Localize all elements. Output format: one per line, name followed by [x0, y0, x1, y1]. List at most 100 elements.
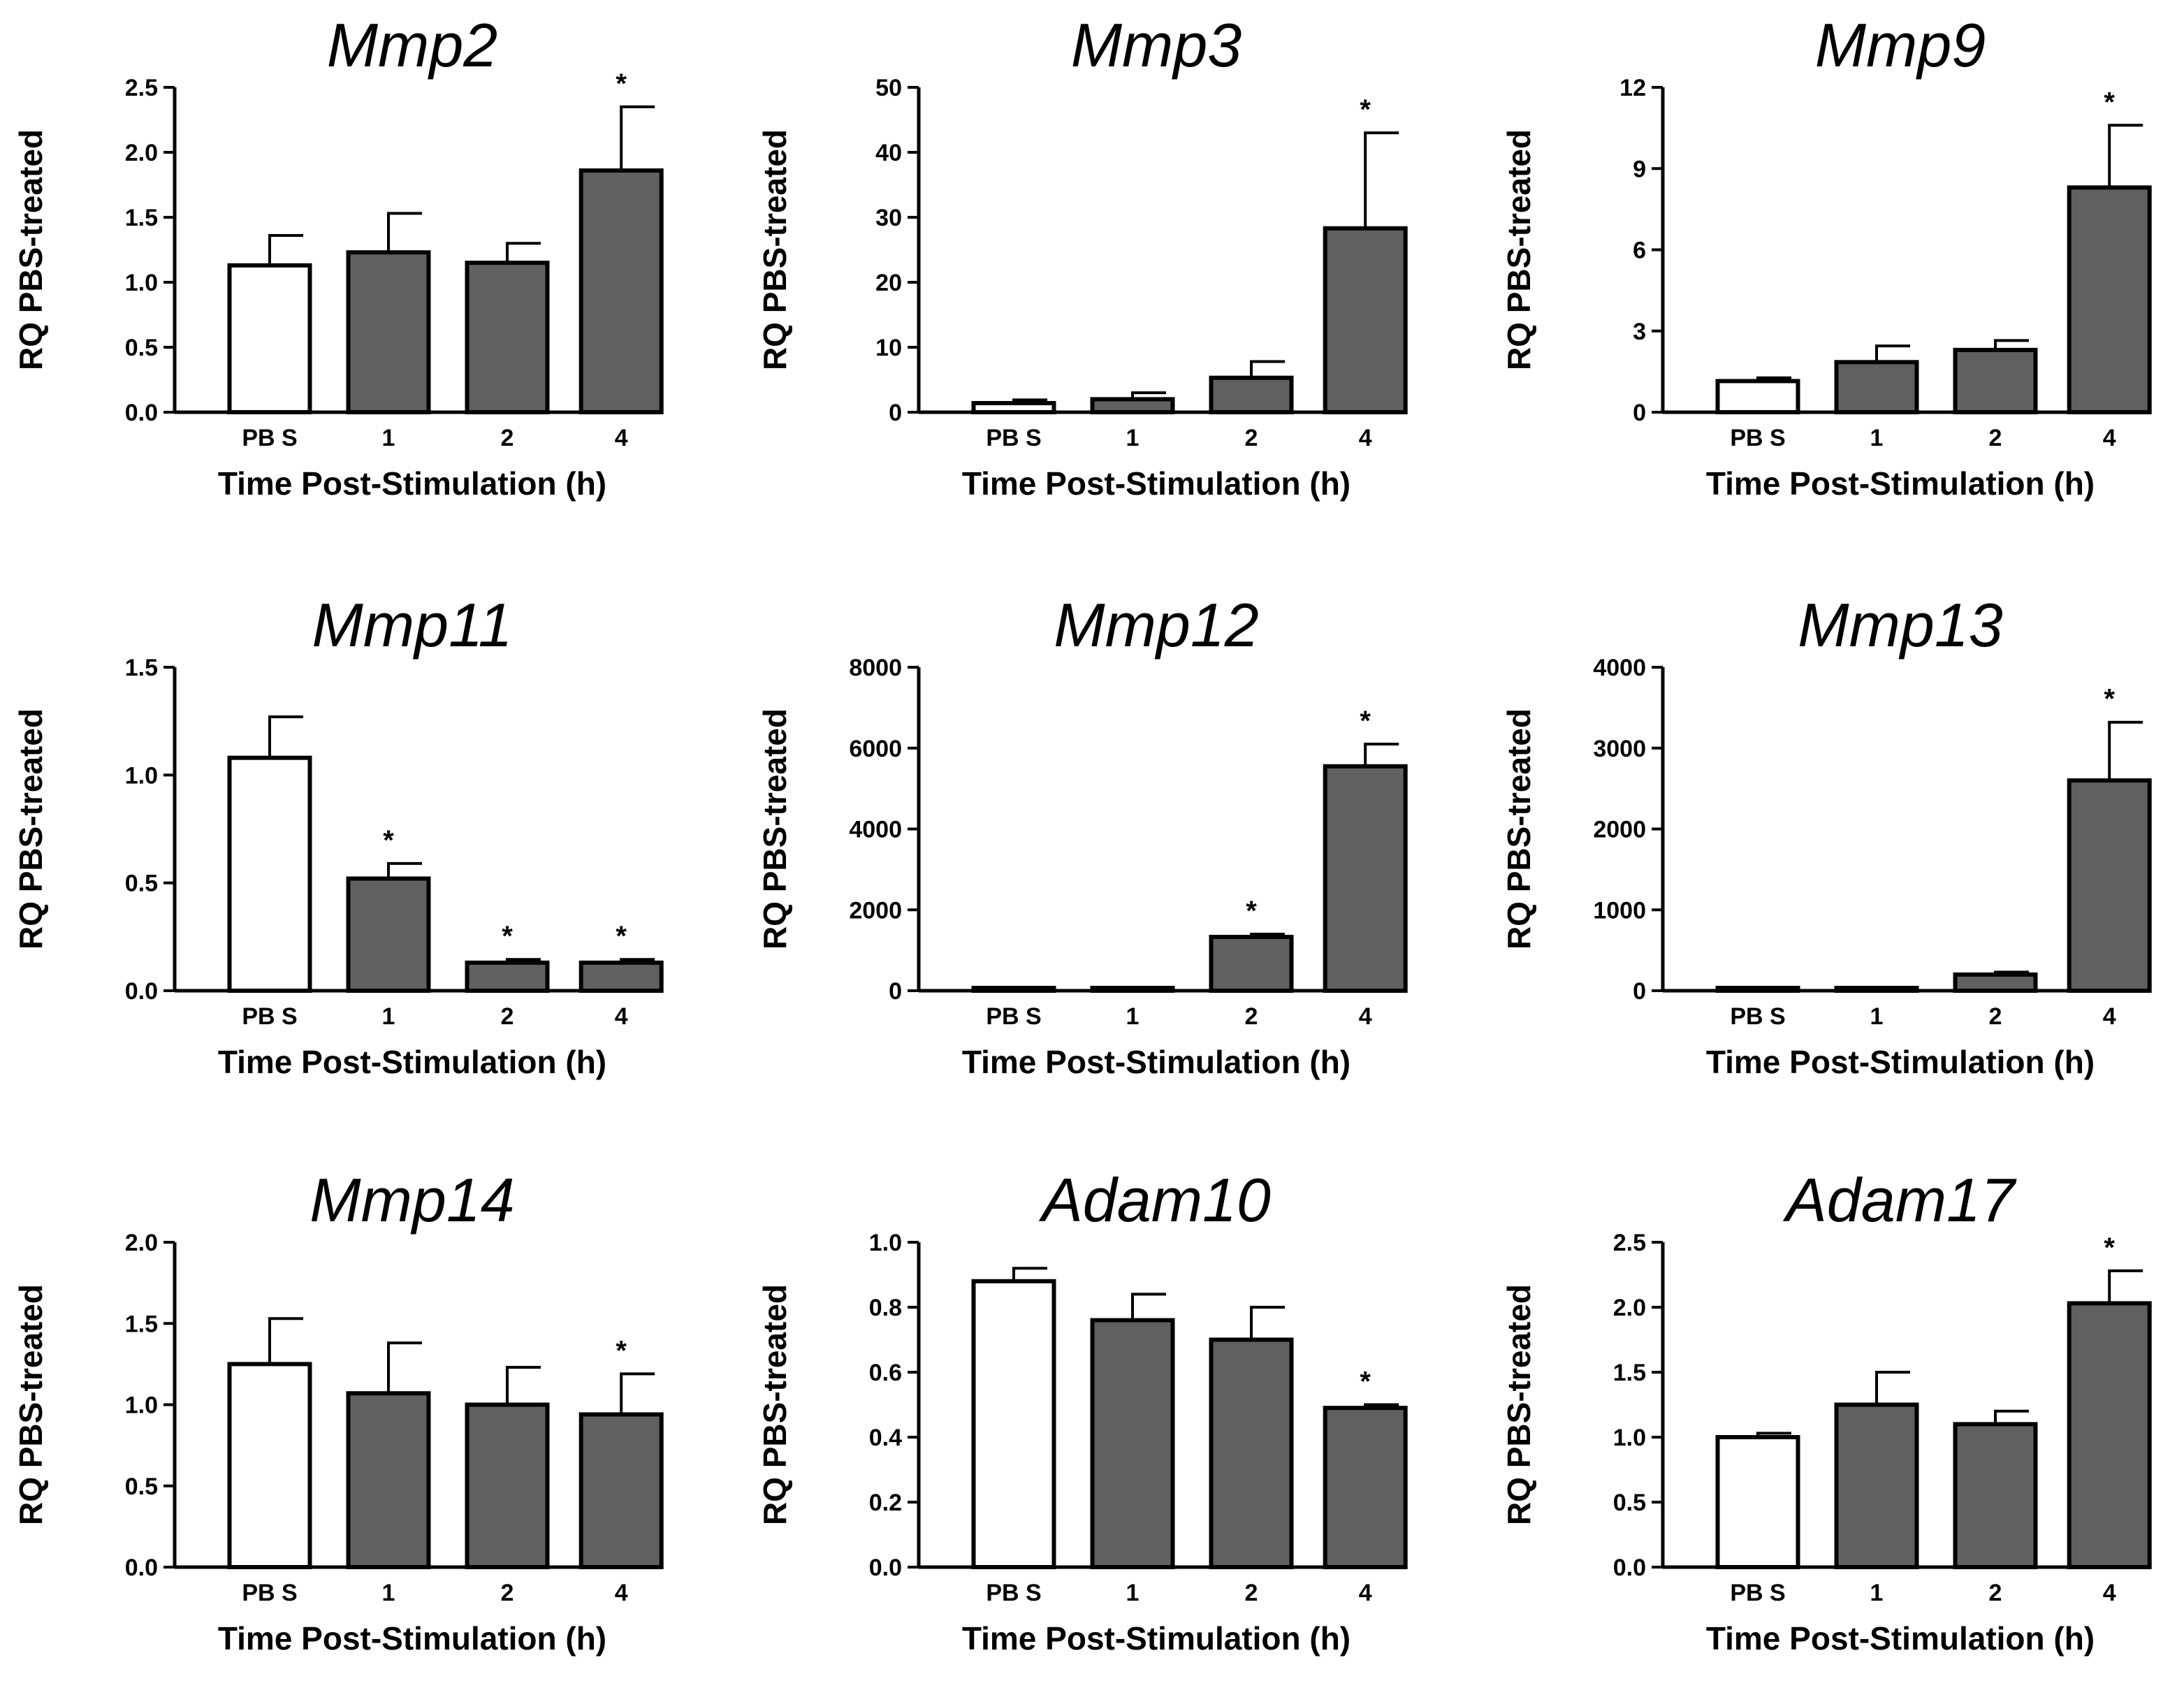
chart-7-bar	[1323, 1406, 1408, 1570]
chart-3-sig-marker: *	[383, 825, 394, 856]
chart-3: Mmp11 RQ PBS-treated 0.0 0.5 1.0 1.5 PB S 1 * 2 * 4…	[13, 590, 664, 1080]
chart-4-ytick-label: 4000	[849, 817, 902, 843]
chart-8-ytick-label: 2.0	[1613, 1295, 1646, 1321]
chart-1-bar	[1090, 397, 1175, 415]
chart-7-xtick-label: PB S	[986, 1580, 1041, 1606]
chart-7-xtick-label: 4	[1359, 1580, 1372, 1606]
chart-2-bar	[2067, 185, 2152, 414]
chart-5-title: Mmp13	[1798, 590, 2002, 660]
chart-3-ytick-label: 1.0	[125, 762, 158, 789]
chart-5-xtick-label: 2	[1989, 1003, 2002, 1030]
chart-8-ytick-label: 1.0	[1613, 1425, 1646, 1451]
chart-6: Mmp14 RQ PBS-treated 0.0 0.5 1.0 1.5 2.0 PB S 1 2…	[13, 1165, 664, 1657]
chart-7-ytick-label: 0.4	[869, 1425, 902, 1451]
chart-8-bar	[2067, 1301, 2152, 1570]
chart-4: Mmp12 RQ PBS-treated 0 2000 4000 6000 8000 PB S…	[757, 590, 1408, 1080]
chart-3-ytick-label: 1.5	[125, 655, 158, 681]
chart-5-ytick-label: 0	[1633, 978, 1646, 1005]
chart-6-bar	[227, 1362, 312, 1569]
chart-5-bar	[1953, 972, 2038, 993]
chart-7-xtick-label: 2	[1245, 1580, 1258, 1606]
chart-1-ytick-label: 50	[875, 75, 902, 101]
chart-4-ytick-label: 6000	[849, 736, 902, 762]
chart-4-sig-marker: *	[1360, 706, 1371, 736]
chart-4-xtick-label: PB S	[986, 1003, 1041, 1030]
chart-1-bar	[971, 400, 1056, 414]
chart-0-sig-marker: *	[616, 68, 627, 99]
chart-0-xtick-label: 2	[501, 425, 514, 451]
chart-7-ylabel: RQ PBS-treated	[757, 1284, 793, 1525]
chart-5-xlabel: Time Post-Stimulation (h)	[1706, 1044, 2095, 1080]
chart-1-sig-marker: *	[1360, 94, 1371, 125]
chart-5-xtick-label: PB S	[1730, 1003, 1785, 1030]
chart-6-ytick-label: 0.5	[125, 1473, 158, 1500]
chart-2-bar	[1834, 360, 1919, 414]
chart-3-bar	[578, 960, 664, 993]
chart-0-bar	[346, 250, 431, 414]
chart-1-ytick-label: 0	[889, 400, 902, 426]
chart-1-xtick-label: 4	[1359, 425, 1372, 451]
chart-4-ytick-label: 2000	[849, 897, 902, 924]
chart-6-title: Mmp14	[310, 1165, 514, 1235]
chart-6-xtick-label: 2	[501, 1580, 514, 1606]
chart-8-ytick-label: 2.5	[1613, 1230, 1646, 1256]
chart-6-ytick-label: 1.5	[125, 1311, 158, 1337]
chart-8-bar	[1953, 1422, 2038, 1570]
chart-7-ytick-label: 0.6	[869, 1360, 902, 1386]
chart-6-ytick-label: 1.0	[125, 1392, 158, 1419]
chart-2-bar	[1715, 379, 1800, 414]
chart-4-bar	[1209, 935, 1294, 993]
chart-2-ytick-label: 12	[1619, 75, 1646, 101]
chart-6-bar	[578, 1412, 664, 1569]
chart-7-ytick-label: 1.0	[869, 1230, 902, 1256]
chart-5-sig-marker: *	[2104, 684, 2115, 715]
chart-7-xlabel: Time Post-Stimulation (h)	[962, 1620, 1351, 1657]
chart-6-xtick-label: PB S	[242, 1580, 297, 1606]
chart-6-ytick-label: 0.0	[125, 1555, 158, 1581]
chart-8-ytick-label: 0.0	[1613, 1555, 1646, 1581]
chart-0: Mmp2 RQ PBS-treated 0.0 0.5 1.0 1.5 2.0 2.5 PB S…	[13, 10, 664, 502]
chart-6-ytick-label: 2.0	[125, 1230, 158, 1256]
chart-3-bar	[227, 755, 312, 993]
chart-7-bar	[1090, 1318, 1175, 1569]
chart-2-xtick-label: PB S	[1730, 425, 1785, 451]
chart-4-bar	[1090, 986, 1175, 993]
chart-1: Mmp3 RQ PBS-treated 0 10 20 30 40 50 PB S 1 2 4 * Tim…	[757, 10, 1408, 502]
chart-0-title: Mmp2	[327, 10, 498, 80]
chart-3-ytick-label: 0.0	[125, 978, 158, 1005]
chart-2-title: Mmp9	[1815, 10, 1986, 80]
chart-4-bar	[971, 986, 1056, 993]
chart-0-bar	[227, 263, 312, 414]
chart-0-xtick-label: PB S	[242, 425, 297, 451]
chart-6-xtick-label: 4	[615, 1580, 628, 1606]
chart-5-bar	[1834, 986, 1919, 993]
chart-7-ytick-label: 0.0	[869, 1555, 902, 1581]
chart-2-ytick-label: 9	[1633, 156, 1646, 182]
chart-2-xtick-label: 4	[2103, 425, 2116, 451]
chart-1-bar	[1323, 226, 1408, 414]
chart-7-bar	[971, 1279, 1056, 1570]
chart-5-ylabel: RQ PBS-treated	[1501, 708, 1537, 949]
chart-1-ytick-label: 20	[875, 270, 902, 296]
chart-6-ylabel: RQ PBS-treated	[13, 1284, 49, 1525]
chart-3-xtick-label: 2	[501, 1003, 514, 1030]
chart-2-xtick-label: 1	[1870, 425, 1884, 451]
chart-4-xtick-label: 1	[1126, 1003, 1140, 1030]
chart-3-xtick-label: 1	[382, 1003, 395, 1030]
chart-0-ylabel: RQ PBS-treated	[13, 129, 49, 370]
chart-4-bar	[1323, 764, 1408, 993]
chart-1-xlabel: Time Post-Stimulation (h)	[962, 465, 1351, 502]
chart-5-ytick-label: 1000	[1593, 897, 1646, 924]
chart-8: Adam17 RQ PBS-treated 0.0 0.5 1.0 1.5 2.0 2.5 PB…	[1501, 1165, 2152, 1657]
chart-0-xtick-label: 4	[615, 425, 628, 451]
chart-3-xtick-label: 4	[615, 1003, 628, 1030]
chart-0-bar	[465, 261, 550, 414]
chart-3-xlabel: Time Post-Stimulation (h)	[218, 1044, 606, 1080]
chart-8-xtick-label: 2	[1989, 1580, 2002, 1606]
chart-8-bar	[1834, 1402, 1919, 1569]
chart-6-bar	[465, 1402, 550, 1569]
chart-1-ylabel: RQ PBS-treated	[757, 129, 793, 370]
chart-0-xtick-label: 1	[382, 425, 395, 451]
chart-1-ytick-label: 10	[875, 335, 902, 361]
